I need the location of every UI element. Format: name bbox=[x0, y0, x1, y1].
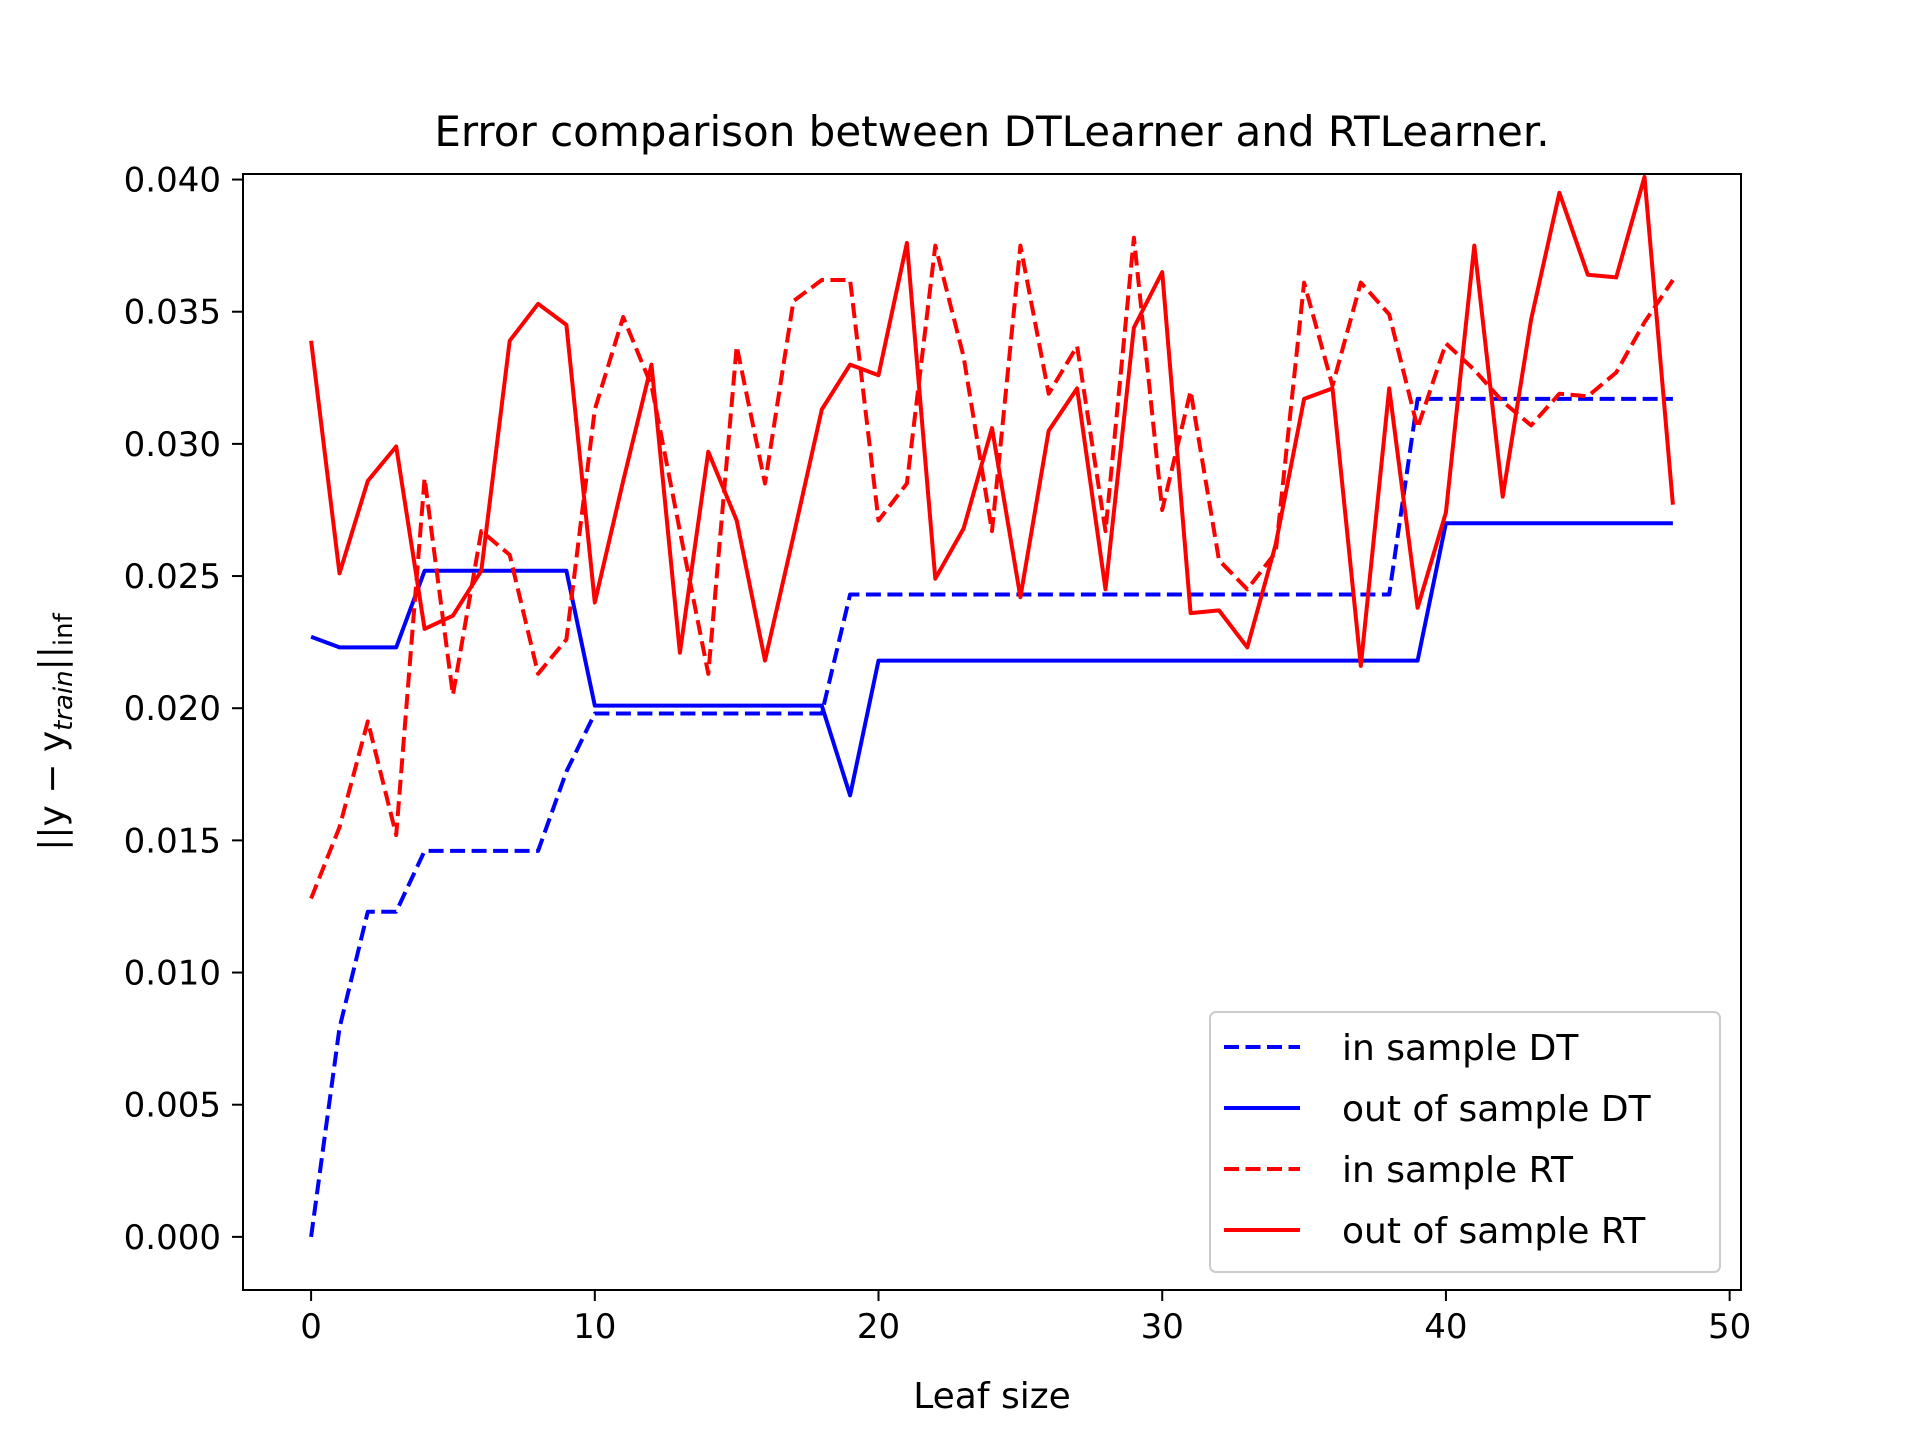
series-line-out-of-sample-dt bbox=[310, 521, 1673, 798]
series-line-in-sample-dt bbox=[309, 396, 1673, 1238]
y-axis-label-close: || bbox=[32, 646, 73, 670]
y-tick-label: 0.010 bbox=[124, 954, 221, 994]
series-line-in-sample-rt bbox=[309, 235, 1675, 900]
y-tick-label: 0.000 bbox=[124, 1218, 221, 1258]
series-layer bbox=[309, 174, 1675, 1238]
legend-label: in sample DT bbox=[1342, 1028, 1579, 1069]
x-axis-label: Leaf size bbox=[913, 1376, 1071, 1417]
legend-label: in sample RT bbox=[1342, 1150, 1574, 1191]
legend-label: out of sample RT bbox=[1342, 1211, 1646, 1252]
legend-box bbox=[1209, 1011, 1721, 1273]
y-tick-label: 0.030 bbox=[124, 425, 221, 465]
x-tick-label: 30 bbox=[1141, 1307, 1184, 1347]
y-tick-label: 0.025 bbox=[124, 557, 221, 597]
y-axis-label: ||y − ytrain||inf bbox=[32, 612, 79, 850]
y-tick-label: 0.035 bbox=[124, 293, 221, 333]
y-axis-label-subscript-2: inf bbox=[49, 612, 79, 646]
plot-area-frame bbox=[242, 173, 1742, 1291]
x-axis: 0 10 20 30 40 50 bbox=[300, 1290, 1751, 1347]
x-tick-label: 40 bbox=[1424, 1307, 1467, 1347]
legend: in sample DT out of sample DT in sample RT… bbox=[1209, 1011, 1721, 1273]
x-tick-label: 10 bbox=[573, 1307, 616, 1347]
y-tick-label: 0.005 bbox=[124, 1086, 221, 1126]
y-tick-label: 0.015 bbox=[124, 821, 221, 861]
x-tick-label: 50 bbox=[1708, 1307, 1751, 1347]
y-tick-label: 0.040 bbox=[124, 161, 221, 201]
legend-label: out of sample DT bbox=[1342, 1089, 1652, 1130]
y-axis-label-main: ||y − y bbox=[32, 731, 73, 851]
y-axis-label-subscript: train bbox=[49, 670, 79, 731]
y-tick-label: 0.020 bbox=[124, 689, 221, 729]
series-line-out-of-sample-rt bbox=[309, 174, 1675, 668]
y-axis: 0.000 0.005 0.010 0.015 0.020 0.025 0.030 0.035… bbox=[124, 161, 243, 1258]
chart-title: Error comparison between DTLearner and R… bbox=[434, 107, 1549, 156]
x-tick-label: 20 bbox=[857, 1307, 900, 1347]
x-tick-label: 0 bbox=[300, 1307, 322, 1347]
